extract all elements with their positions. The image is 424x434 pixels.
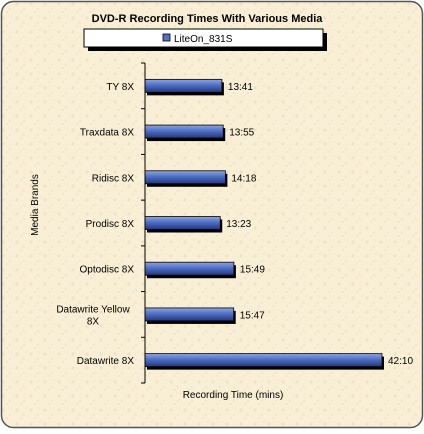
- legend-swatch: [162, 33, 171, 42]
- value-labels: 13:41 13:55 14:18 13:23 15:49 15:47 42:10: [226, 82, 413, 367]
- value-label: 13:55: [229, 128, 254, 139]
- value-label: 13:41: [228, 82, 253, 93]
- bar: [144, 261, 235, 276]
- category-label: Datawrite 8X: [77, 356, 135, 367]
- bar: [144, 216, 221, 230]
- chart-title: DVD-R Recording Times With Various Media: [92, 13, 324, 25]
- bar: [144, 78, 223, 93]
- bar: [144, 170, 226, 185]
- y-axis-label: Media Brands: [30, 174, 41, 236]
- bar: [144, 353, 383, 368]
- category-label: 8X: [87, 316, 100, 327]
- category-label: Prodisc 8X: [86, 219, 135, 230]
- category-label: Traxdata 8X: [80, 128, 134, 139]
- x-axis-label: Recording Time (mins): [183, 390, 284, 401]
- y-axis-ticks: [141, 62, 145, 384]
- bar: [144, 124, 224, 139]
- value-label: 15:49: [240, 265, 265, 276]
- category-label: Ridisc 8X: [92, 173, 135, 184]
- value-label: 15:47: [240, 310, 265, 321]
- category-label: TY 8X: [106, 82, 134, 93]
- bars-layer: [144, 78, 384, 370]
- category-label: Datawrite Yellow: [56, 304, 130, 315]
- legend: LiteOn_831S: [83, 28, 327, 51]
- value-label: 42:10: [388, 356, 413, 367]
- value-label: 13:23: [226, 219, 251, 230]
- value-label: 14:18: [231, 173, 256, 184]
- legend-label: LiteOn_831S: [174, 34, 233, 45]
- legend-box: [83, 28, 324, 48]
- category-labels: TY 8X Traxdata 8X Ridisc 8X Prodisc 8X Optod…: [56, 82, 134, 367]
- category-label: Optodisc 8X: [80, 265, 135, 276]
- bar: [144, 307, 235, 322]
